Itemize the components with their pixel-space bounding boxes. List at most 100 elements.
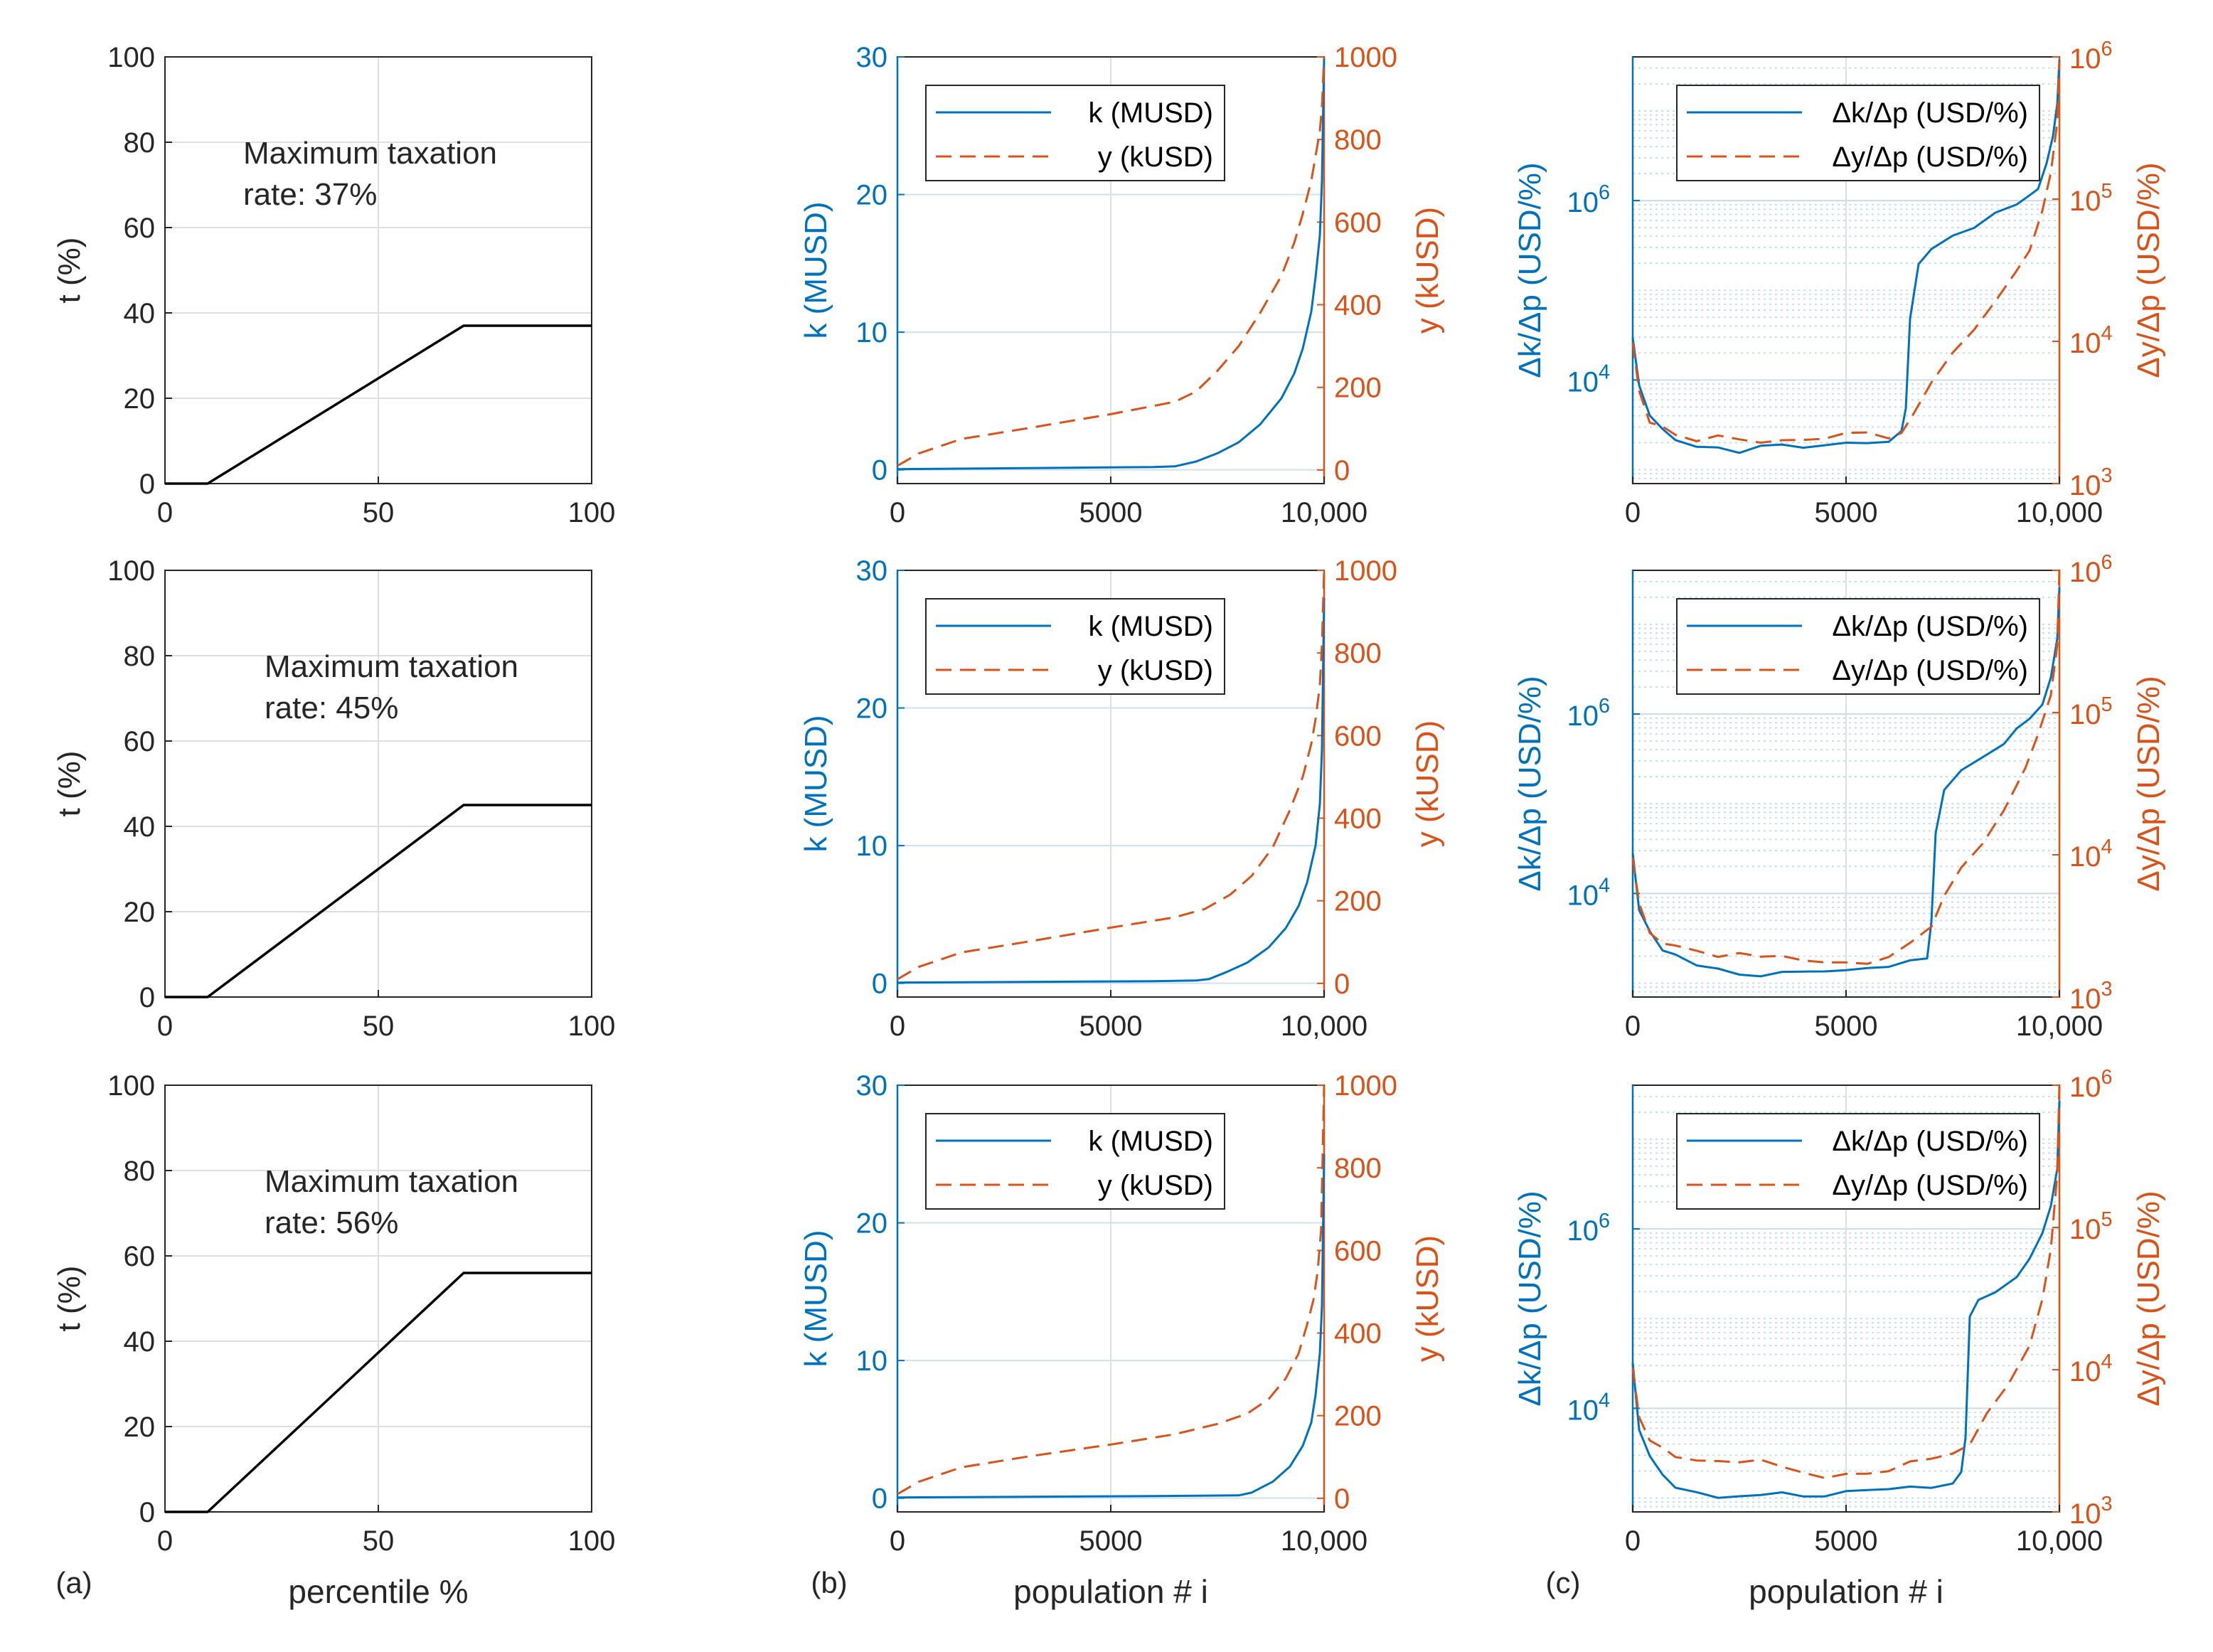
x-tick-label: 0 [1625,497,1641,528]
y2-tick-label: 200 [1334,886,1382,917]
chart-panel-c-1: 0 5000 10,000 104 106 103 104 105 106 Δk/Δp (USD/… [1513,38,2166,528]
legend-label: y (kUSD) [1098,655,1213,686]
legend-label: Δy/Δp (USD/%) [1832,142,2028,173]
y2-tick-label: 400 [1334,1318,1382,1349]
y-tick-label: 10 [856,317,888,348]
y2-tick-label: 104 [2069,1350,2113,1387]
legend-box [1676,1113,2040,1210]
legend-label: Δk/Δp (USD/%) [1832,611,2028,642]
y-tick-label: 0 [139,1497,155,1528]
y-tick-label: 80 [124,127,156,159]
x-tick-label: 0 [890,1525,905,1557]
annotation-line-1: Maximum taxation [265,1164,518,1199]
x-tick-label: 10,000 [2016,1525,2103,1557]
y-tick-label: 60 [124,1241,156,1272]
y-tick-label: 80 [124,641,156,672]
annotation-line-1: Maximum taxation [243,136,497,171]
x-tick-label: 10,000 [1281,1011,1367,1042]
series-line-1 [165,1272,592,1513]
y-tick-label: 100 [107,555,155,587]
y2-tick-label: 0 [1334,1483,1350,1515]
y-tick-label: 60 [124,213,156,244]
y-tick-label: 0 [872,455,887,486]
chart-panel-c-2: 0 5000 10,000 104 106 103 104 105 106 Δk/Δp (USD/… [1513,551,2166,1042]
y-tick-label: 60 [124,726,156,757]
y2-tick-label: 106 [2069,1066,2113,1103]
chart-panel-a-1: 0 50 100 0 20 40 60 80 100 t (%) Maximum taxation r… [52,42,615,528]
series-line-2 [897,1085,1326,1496]
y-tick-label: 0 [872,969,887,1000]
y2-tick-label: 600 [1334,1235,1382,1267]
y2-axis-label: Δy/Δp (USD/%) [2131,676,2166,891]
y2-tick-label: 106 [2069,551,2113,588]
chart-panel-c-3: 0 5000 10,000 104 106 103 104 105 106 Δk/Δp (USD/… [1513,1066,2166,1610]
y2-tick-label: 103 [2069,978,2113,1015]
x-tick-label: 10,000 [1281,497,1367,528]
y-axis-label: t (%) [52,751,87,817]
legend-box [925,598,1225,695]
y-tick-label: 104 [1567,361,1610,398]
panel-label: (c) [1546,1566,1581,1599]
y-tick-label: 20 [856,1208,888,1240]
y-tick-label: 100 [107,42,155,73]
series-line-2 [897,56,1326,467]
legend-label: y (kUSD) [1098,142,1213,173]
legend: k (MUSD) y (kUSD) [925,1113,1225,1210]
legend: k (MUSD) y (kUSD) [925,85,1225,181]
panel-label: (b) [811,1566,847,1599]
y2-tick-label: 600 [1334,207,1382,238]
y2-tick-label: 104 [2069,836,2113,873]
x-tick-label: 100 [568,1011,616,1042]
y-axis-label: Δk/Δp (USD/%) [1513,162,1547,378]
y-tick-label: 106 [1567,181,1610,218]
x-tick-label: 0 [157,1011,173,1042]
y2-tick-label: 105 [2069,693,2113,730]
series-line-1 [165,324,592,485]
series-line-2 [1631,1085,2061,1479]
series-line-1 [1631,587,2061,978]
legend: Δk/Δp (USD/%) Δy/Δp (USD/%) [1676,85,2040,181]
y-tick-label: 100 [107,1070,155,1102]
y-tick-label: 106 [1567,695,1610,732]
y-tick-label: 104 [1567,874,1610,911]
series-line-2 [1631,570,2061,965]
y2-tick-label: 800 [1334,124,1382,156]
series-line-1 [897,597,1326,984]
x-tick-label: 0 [890,497,905,528]
y-axis-label: k (MUSD) [799,1230,833,1367]
y2-tick-label: 104 [2069,322,2113,359]
series-line-2 [897,570,1326,981]
y-axis-label: k (MUSD) [799,715,833,852]
series-line-1 [1631,60,2061,454]
legend-label: Δy/Δp (USD/%) [1832,655,2028,686]
chart-panel-a-2: 0 50 100 0 20 40 60 80 100 t (%) Maximum taxation r… [52,555,615,1042]
panel-label: (a) [55,1566,92,1599]
x-tick-label: 100 [568,497,616,528]
legend-label: k (MUSD) [1088,611,1213,642]
x-tick-label: 10,000 [1281,1525,1367,1557]
x-tick-label: 50 [363,497,395,528]
y-axis-label: Δk/Δp (USD/%) [1513,1190,1547,1406]
y2-axis-label: Δy/Δp (USD/%) [2131,1190,2166,1406]
x-axis-label: population # i [1749,1573,1943,1610]
y-axis-label: k (MUSD) [799,201,833,339]
y-axis-label: Δk/Δp (USD/%) [1513,676,1547,891]
y2-tick-label: 0 [1334,969,1350,1000]
y2-tick-label: 200 [1334,373,1382,404]
legend-label: Δy/Δp (USD/%) [1832,1170,2028,1201]
y-tick-label: 30 [856,555,888,587]
y2-tick-label: 105 [2069,180,2113,217]
x-tick-label: 100 [568,1525,616,1557]
annotation-line-2: rate: 45% [265,691,398,725]
series-line-2 [1631,61,2061,444]
x-tick-label: 5000 [1815,1011,1878,1042]
x-tick-label: 5000 [1079,497,1143,528]
y2-tick-label: 200 [1334,1401,1382,1432]
y2-tick-label: 106 [2069,38,2113,75]
y2-tick-label: 103 [2069,464,2113,501]
legend: Δk/Δp (USD/%) Δy/Δp (USD/%) [1676,598,2040,695]
legend: Δk/Δp (USD/%) Δy/Δp (USD/%) [1676,1113,2040,1210]
x-tick-label: 5000 [1815,1525,1878,1557]
x-tick-label: 0 [157,1525,173,1557]
